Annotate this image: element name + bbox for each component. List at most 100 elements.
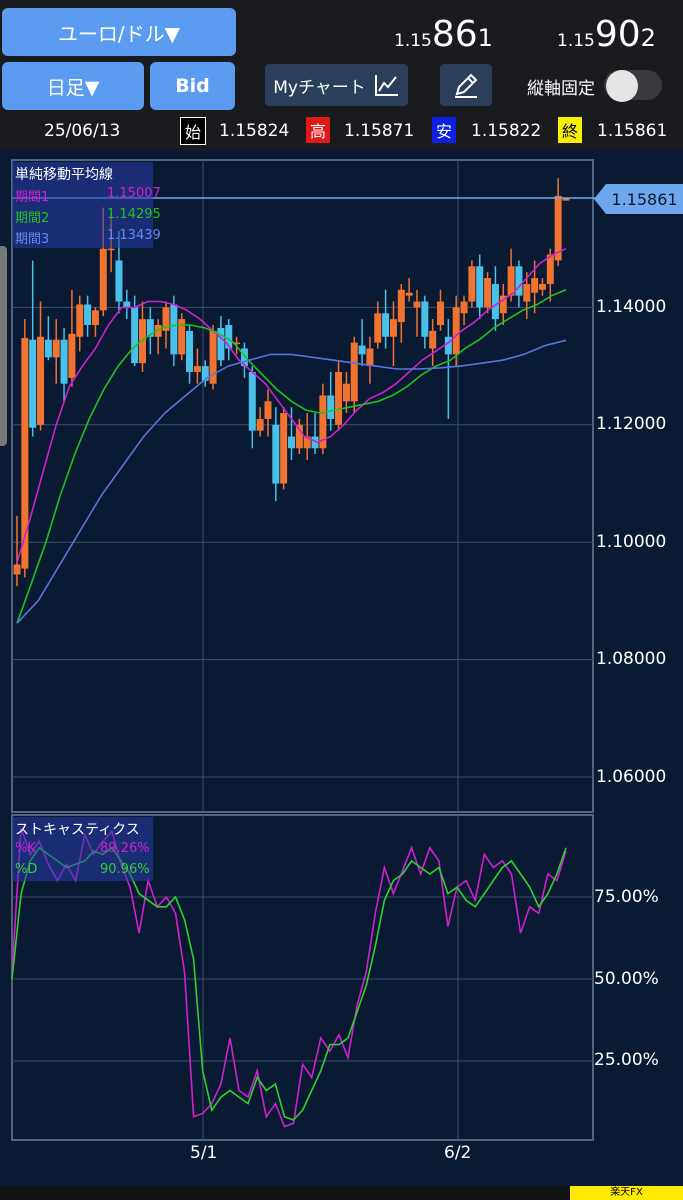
- ma1-value: 1.15007: [107, 186, 161, 201]
- price-tick: 1.06000: [596, 767, 667, 787]
- price-tick: 1.10000: [596, 532, 667, 552]
- candle-body: [29, 339, 37, 428]
- stoch-tick: 50.00%: [594, 969, 659, 989]
- candle-body: [264, 401, 272, 419]
- price-tick: 1.12000: [596, 414, 667, 434]
- candle-body: [468, 266, 476, 302]
- candle-body: [546, 254, 554, 284]
- candle-body: [84, 304, 92, 326]
- candle-body: [421, 301, 429, 337]
- axis-lock-label: 縦軸固定: [527, 79, 595, 99]
- date-tick: 5/1: [190, 1143, 218, 1163]
- candle-body: [366, 348, 374, 367]
- current-price-tag: 1.15861: [594, 184, 683, 214]
- ma2-value: 1.14295: [107, 207, 161, 222]
- my-chart-label: Myチャート: [273, 77, 366, 98]
- candle-body: [444, 336, 452, 355]
- k-value: 89.26%: [100, 841, 150, 856]
- ma-legend: 単純移動平均線 期間1 1.15007 期間2 1.14295 期間3 1.13…: [12, 162, 161, 248]
- chart-canvas[interactable]: [0, 150, 683, 1185]
- candle-body: [429, 330, 437, 349]
- side-drawer-handle[interactable]: [0, 246, 7, 446]
- candle-body: [452, 307, 460, 355]
- moving-average-line-2: [16, 289, 567, 624]
- candle-body: [350, 342, 358, 402]
- high-value: 1.15871: [344, 121, 415, 141]
- open-tag: 始: [180, 117, 206, 145]
- candle-body: [272, 424, 280, 484]
- moving-average-line-1: [16, 247, 567, 563]
- candle-body: [209, 330, 217, 384]
- candle-body: [507, 266, 515, 296]
- candle-body: [186, 330, 194, 372]
- candle-body: [240, 348, 248, 367]
- bid-rate-mini: 1: [477, 24, 493, 52]
- candle-body: [44, 339, 52, 358]
- candle-body: [342, 383, 350, 402]
- stoch-legend-title: ストキャスティクス: [15, 822, 140, 838]
- candle-body: [476, 266, 484, 308]
- toggle-knob: [606, 70, 638, 102]
- close-tag: 終: [558, 117, 582, 143]
- chart-area[interactable]: [0, 150, 683, 1185]
- candle-body: [311, 436, 319, 449]
- candle-body: [13, 564, 21, 575]
- line-chart-icon: [374, 75, 398, 96]
- ohlc-date: 25/06/13: [44, 121, 121, 141]
- price-tick: 1.08000: [596, 649, 667, 669]
- pair-select-button[interactable]: ユーロ/ドル▼: [2, 8, 236, 56]
- candle-body: [413, 301, 421, 308]
- period-select-button[interactable]: 日足▼: [2, 62, 144, 110]
- candle-body: [201, 366, 209, 381]
- open-value: 1.15824: [219, 121, 290, 141]
- candle-body: [405, 292, 413, 296]
- drawing-tool-button[interactable]: [440, 64, 492, 106]
- ask-rate-big: 90: [594, 14, 641, 55]
- candle-body: [76, 304, 84, 337]
- main-panel-frame: [11, 159, 594, 813]
- candle-body: [280, 413, 288, 484]
- k-name: %K: [15, 841, 36, 856]
- d-value: 90.96%: [100, 862, 150, 877]
- candle-body: [397, 289, 405, 323]
- candle-body: [374, 313, 382, 343]
- bid-rate-big: 86: [431, 14, 478, 55]
- ma1-name: 期間1: [15, 190, 50, 205]
- candle-body: [335, 371, 343, 425]
- candle-body: [288, 436, 295, 449]
- candle-body: [319, 395, 327, 449]
- candle-body: [162, 307, 170, 331]
- candle-body: [256, 418, 264, 431]
- ma3-value: 1.13439: [107, 228, 161, 243]
- ma-legend-title: 単純移動平均線: [15, 167, 113, 183]
- candle-body: [460, 301, 468, 314]
- my-chart-button[interactable]: Myチャート: [265, 64, 408, 106]
- candle-body: [484, 278, 492, 308]
- bottom-nav: [0, 1186, 683, 1200]
- candle-body: [358, 345, 366, 355]
- axis-lock-toggle[interactable]: [604, 70, 662, 102]
- candle-body: [538, 283, 546, 290]
- stoch-d-line: [11, 846, 567, 1121]
- candle-body: [327, 395, 335, 419]
- candle-body: [52, 339, 60, 358]
- candle-body: [99, 248, 107, 311]
- candle-body: [225, 325, 233, 349]
- bid-rate-small: 1.15: [394, 31, 432, 51]
- low-tag: 安: [432, 117, 456, 143]
- close-value: 1.15861: [597, 121, 668, 141]
- moving-average-line-3: [16, 339, 567, 624]
- candle-body: [107, 248, 115, 251]
- candle-body: [491, 283, 499, 320]
- low-value: 1.15822: [471, 121, 542, 141]
- candle-body: [154, 325, 162, 337]
- candle-body: [248, 371, 256, 431]
- candle-body: [146, 319, 154, 337]
- top-toolbar: ユーロ/ドル▼ 日足▼ Bid 1.15861 1.15902 Myチャート 縦…: [0, 0, 683, 150]
- candle-body: [515, 266, 523, 296]
- candle-body: [554, 195, 562, 261]
- candle-body: [295, 424, 303, 449]
- bid-ask-toggle-button[interactable]: Bid: [150, 62, 235, 110]
- stoch-tick: 75.00%: [594, 887, 659, 907]
- brand-logo: 楽天FX: [570, 1186, 683, 1200]
